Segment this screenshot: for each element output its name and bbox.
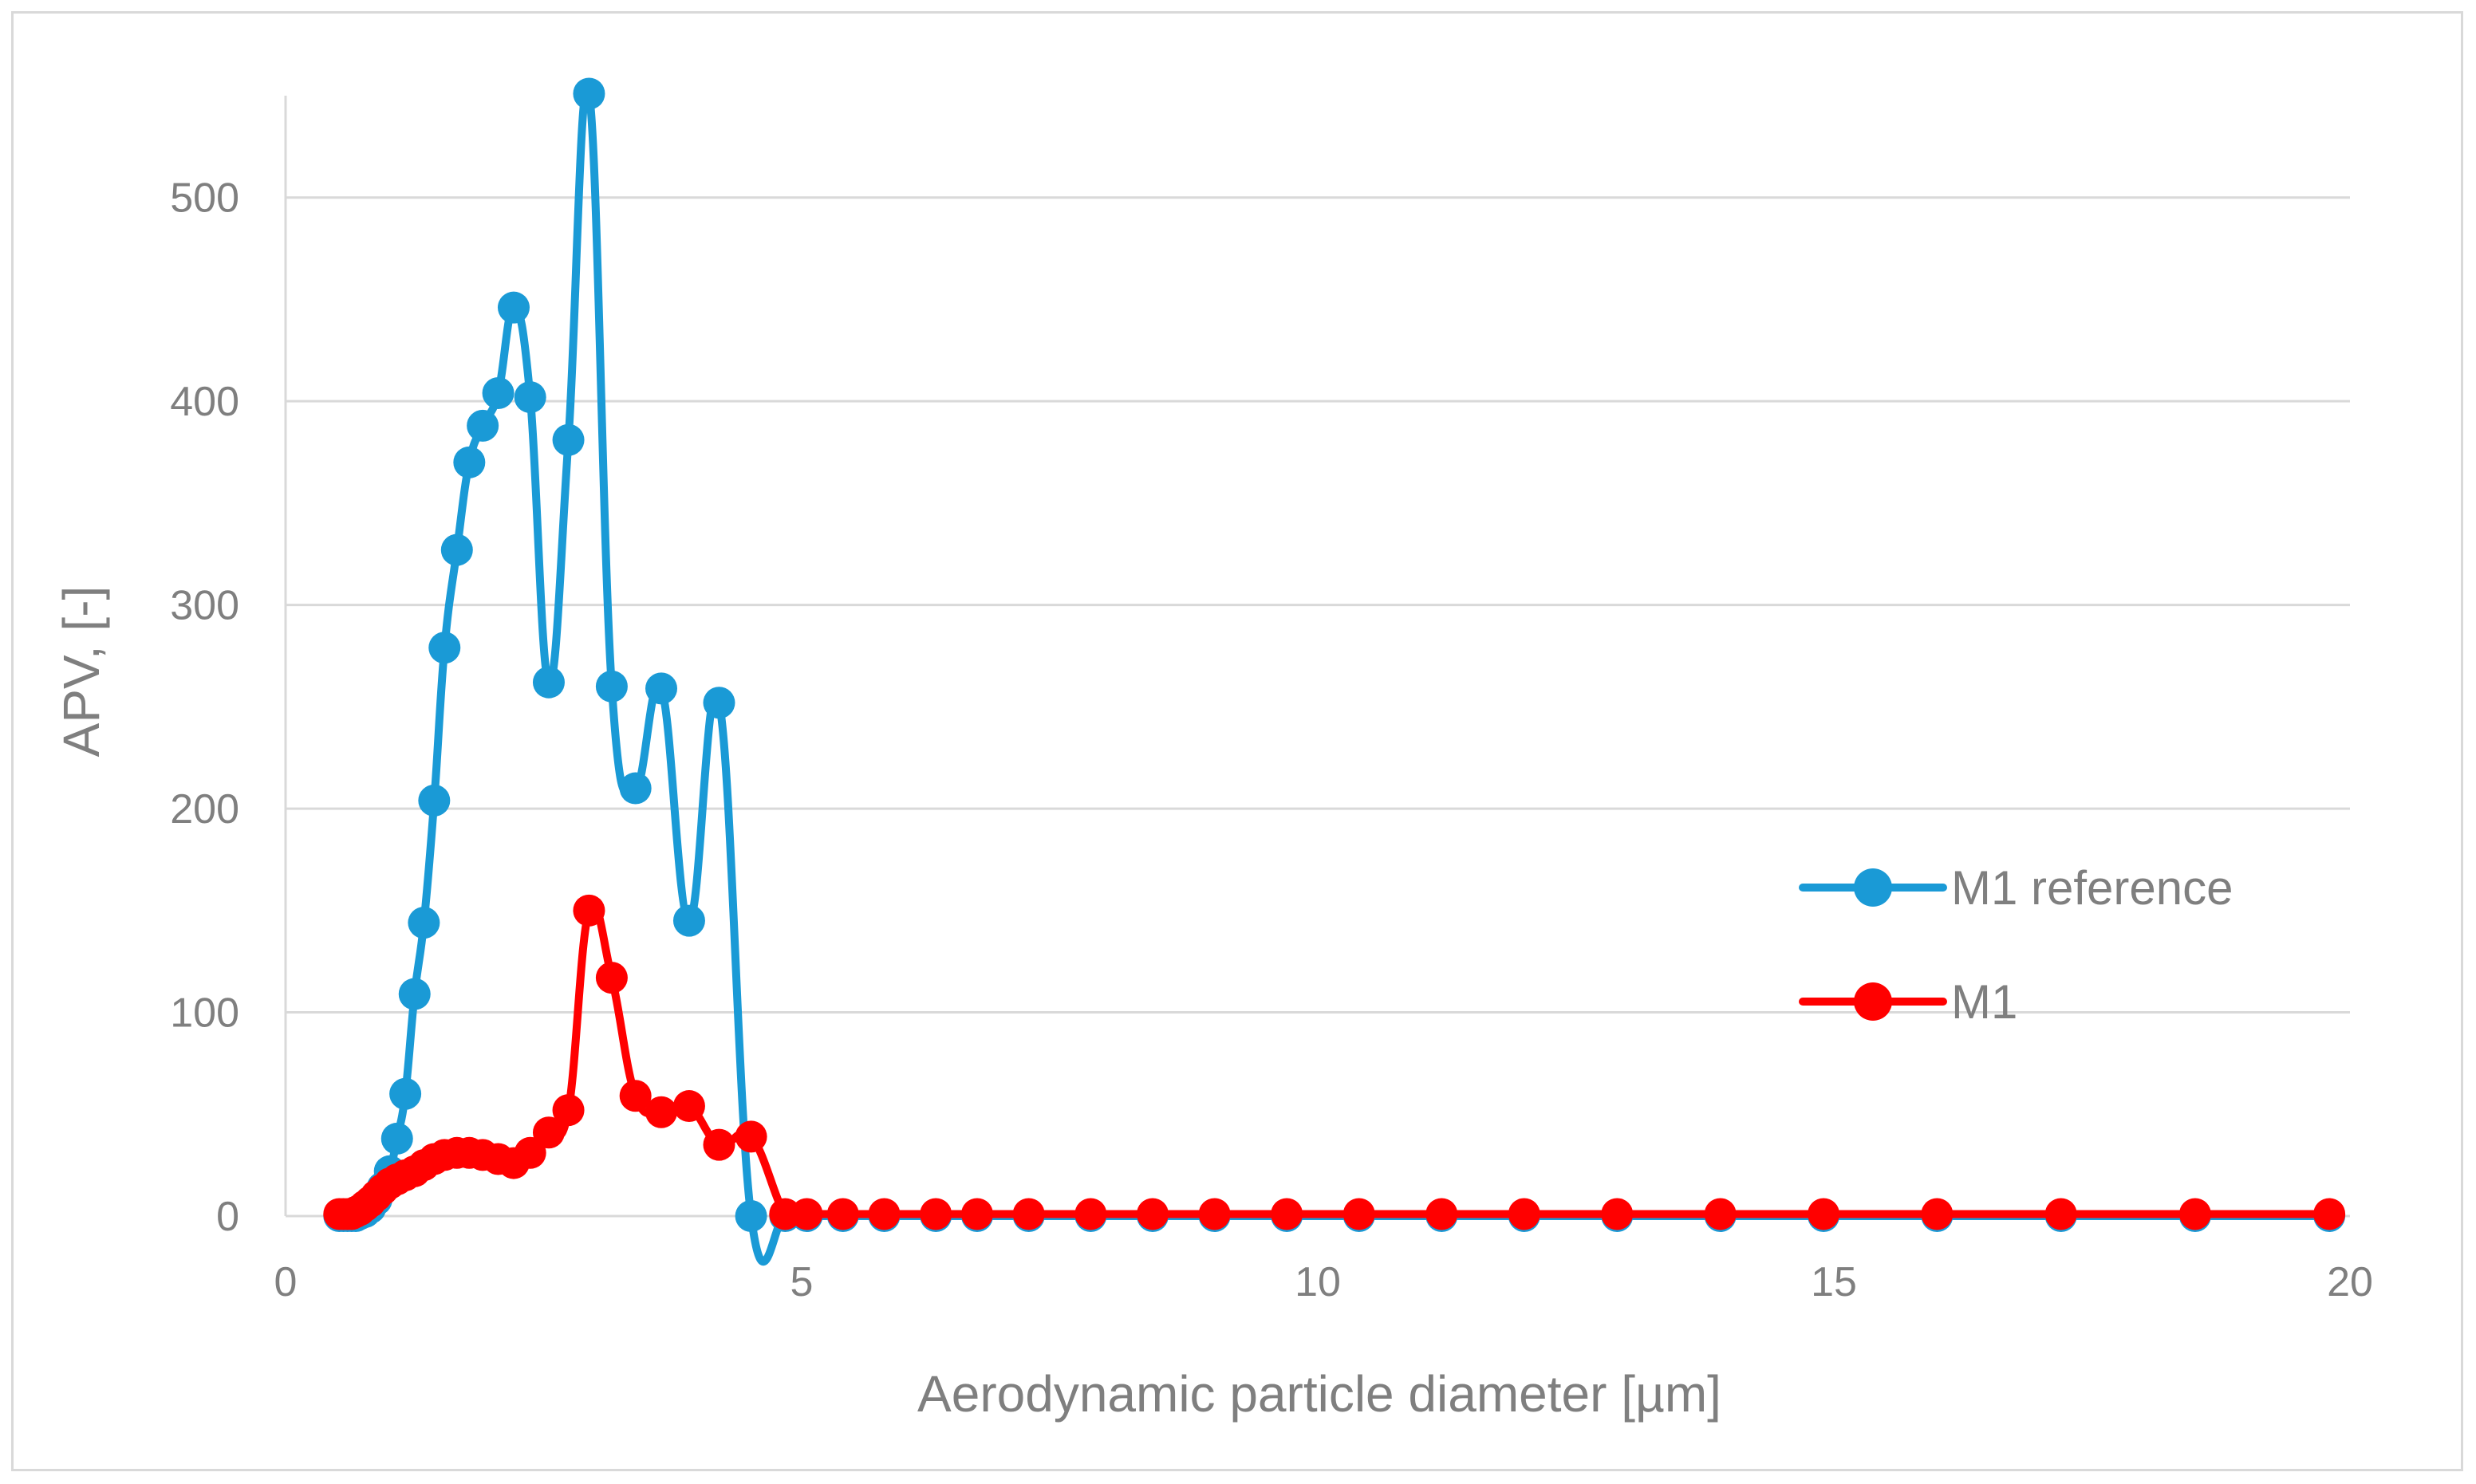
- series-0-point-26: [595, 670, 628, 703]
- series-1-point-34: [826, 1198, 859, 1230]
- series-0-point-17: [440, 533, 473, 566]
- series-1-point-24: [552, 1094, 585, 1127]
- series-0-point-13: [398, 978, 431, 1010]
- series-1-point-38: [1012, 1198, 1045, 1230]
- y-tick-label: 400: [170, 379, 239, 425]
- gridlines: [286, 196, 2350, 1218]
- legend-item-m1-reference: M1 reference: [1799, 861, 2234, 915]
- y-tick-label: 200: [170, 786, 239, 833]
- series-1-point-29: [672, 1090, 705, 1123]
- series-0-point-30: [703, 687, 735, 719]
- series-1-point-48: [1808, 1198, 1840, 1230]
- x-tick-labels: 0 5 10 15 20: [274, 1259, 2373, 1305]
- legend: M1 reference M1: [1799, 861, 2234, 1029]
- series-1-point-46: [1601, 1198, 1634, 1230]
- x-axis-title: Aerodynamic particle diameter [µm]: [917, 1365, 1721, 1423]
- series-0-point-22: [514, 381, 546, 414]
- series-0-point-19: [467, 409, 499, 442]
- series-1-point-36: [920, 1198, 952, 1230]
- series-0-point-28: [645, 672, 678, 705]
- series-0-point-20: [482, 376, 515, 409]
- series-1-point-50: [2044, 1198, 2077, 1230]
- series-0-point-16: [428, 632, 461, 664]
- series-1-point-51: [2178, 1198, 2211, 1230]
- series-1: [323, 894, 2346, 1230]
- series-1-point-43: [1342, 1198, 1375, 1230]
- series-1-point-25: [573, 894, 605, 927]
- y-tick-label: 500: [170, 175, 239, 222]
- legend-marker-m1-reference: [1854, 868, 1892, 907]
- series-1-point-41: [1198, 1198, 1231, 1230]
- series-0-point-21: [497, 291, 530, 324]
- series-0-point-25: [573, 77, 605, 110]
- series-line-1: [339, 899, 2330, 1225]
- series-0-point-11: [380, 1122, 413, 1155]
- x-tick-label: 5: [791, 1259, 814, 1305]
- series-0-point-23: [532, 666, 565, 699]
- series-0-point-27: [619, 772, 652, 805]
- series-1-point-35: [868, 1198, 901, 1230]
- y-tick-labels: 0 100 200 300 400 500: [170, 175, 239, 1240]
- series-1-point-37: [960, 1198, 993, 1230]
- y-tick-label: 300: [170, 583, 239, 629]
- legend-label-m1-reference: M1 reference: [1951, 861, 2234, 915]
- series-1-point-30: [703, 1128, 735, 1161]
- series-1-point-45: [1508, 1198, 1540, 1230]
- y-axis-title: APV, [-]: [53, 586, 110, 758]
- series-layer: [323, 77, 2346, 1266]
- series-1-point-47: [1704, 1198, 1737, 1230]
- series-0-point-31: [735, 1200, 767, 1232]
- series-1-point-39: [1074, 1198, 1107, 1230]
- series-1-point-42: [1271, 1198, 1303, 1230]
- x-tick-label: 0: [274, 1259, 298, 1305]
- series-1-point-28: [645, 1096, 678, 1128]
- series-1-point-23: [532, 1116, 565, 1149]
- series-1-point-44: [1425, 1198, 1458, 1230]
- series-0-point-24: [552, 423, 585, 456]
- series-0-point-29: [672, 904, 705, 937]
- x-tick-label: 10: [1295, 1259, 1341, 1305]
- series-1-point-52: [2313, 1198, 2346, 1230]
- legend-marker-m1: [1854, 982, 1892, 1021]
- legend-item-m1: M1: [1799, 975, 2017, 1029]
- series-0-point-14: [408, 907, 440, 939]
- series-1-point-31: [735, 1120, 767, 1153]
- series-1-point-40: [1136, 1198, 1169, 1230]
- x-tick-label: 15: [1811, 1259, 1857, 1305]
- series-1-point-49: [1921, 1198, 1954, 1230]
- legend-label-m1: M1: [1951, 975, 2017, 1029]
- series-1-point-26: [595, 962, 628, 994]
- series-0-point-12: [389, 1077, 422, 1110]
- series-0-point-18: [453, 446, 486, 478]
- series-1-point-33: [791, 1198, 823, 1230]
- series-1-point-22: [514, 1136, 546, 1169]
- series-1-point-27: [619, 1080, 652, 1112]
- series-0-point-15: [418, 784, 451, 817]
- y-tick-label: 100: [170, 990, 239, 1037]
- y-tick-label: 0: [216, 1194, 239, 1240]
- x-tick-label: 20: [2327, 1259, 2373, 1305]
